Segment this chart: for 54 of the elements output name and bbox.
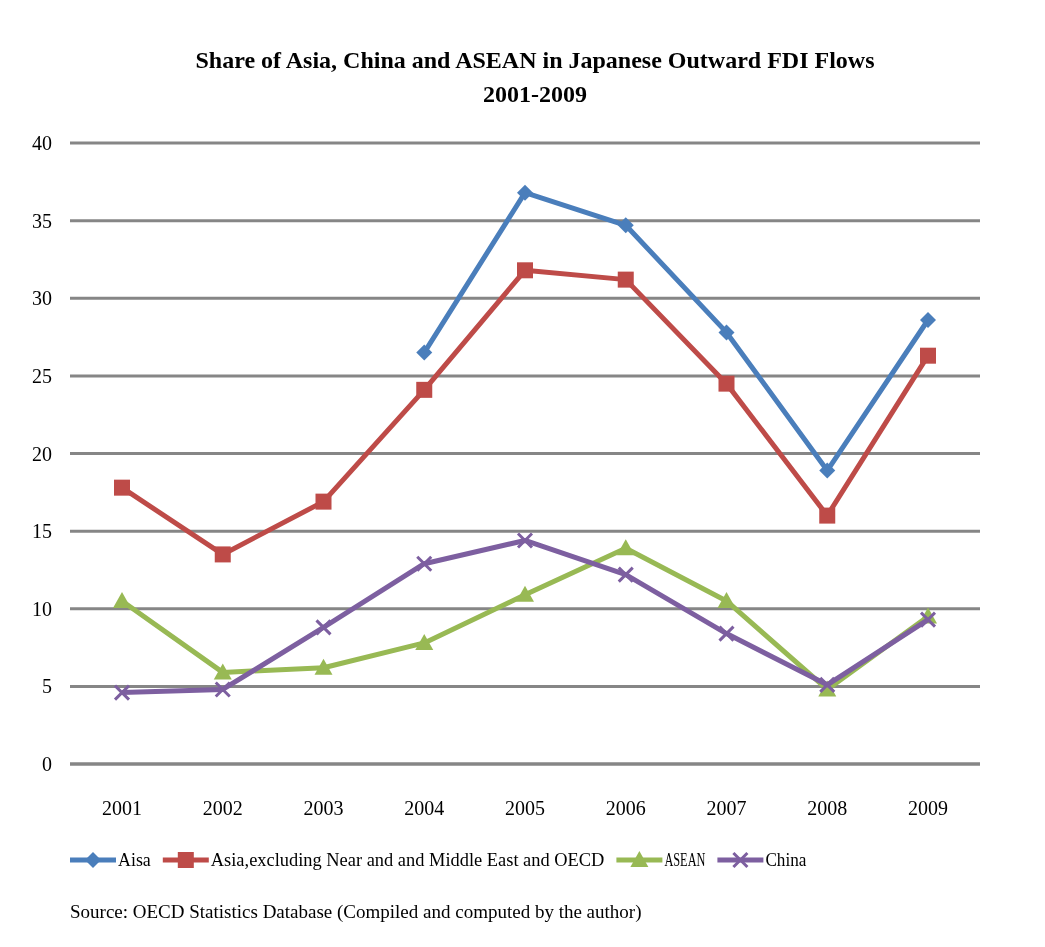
y-tick-label: 15 <box>32 520 52 543</box>
source-note: Source: OECD Statistics Database (Compiled and computed by the author) <box>70 901 642 923</box>
point <box>819 462 836 479</box>
point <box>214 680 232 698</box>
point <box>416 381 433 398</box>
y-tick-label: 35 <box>32 209 52 232</box>
chart-title: Share of Asia, China and ASEAN in Japanese Outward FDI Flows 2001-2009 <box>195 47 875 107</box>
y-tick-label: 20 <box>32 442 52 465</box>
point <box>416 344 433 361</box>
x-tick-label: 2008 <box>807 797 848 819</box>
point <box>213 663 232 680</box>
y-tick-label: 10 <box>32 597 52 620</box>
point <box>415 633 434 650</box>
legend-label: Aisa <box>118 849 153 870</box>
point <box>617 217 634 234</box>
point <box>314 658 333 675</box>
legend-label: ASEAN <box>664 849 728 870</box>
point <box>516 531 534 549</box>
point <box>315 618 332 636</box>
point <box>415 555 433 573</box>
x-tick-label: 2006 <box>605 797 646 819</box>
legend-label: China <box>765 849 811 870</box>
x-tick-label: 2009 <box>908 797 948 819</box>
point <box>616 539 635 556</box>
point <box>517 184 533 201</box>
point <box>214 546 231 563</box>
point <box>114 479 130 496</box>
x-tick-label: 2003 <box>303 797 344 819</box>
x-tick-label: 2007 <box>706 797 747 819</box>
point <box>617 566 635 584</box>
point <box>920 347 936 364</box>
point <box>517 262 533 279</box>
y-tick-label: 0 <box>42 753 52 775</box>
point <box>920 311 936 328</box>
point <box>717 591 736 608</box>
point <box>718 375 735 392</box>
legend-label: Asia,excluding Near and and Middle East and OECD <box>210 849 618 870</box>
y-tick-label: 40 <box>32 132 52 154</box>
y-tick-label: 30 <box>32 287 52 310</box>
point <box>919 611 937 629</box>
x-tick-label: 2005 <box>505 797 545 819</box>
point <box>818 676 836 694</box>
point <box>315 493 332 510</box>
x-tick-label: 2002 <box>202 797 243 819</box>
point <box>718 625 735 643</box>
x-tick-label: 2004 <box>404 797 445 819</box>
x-tick-label: 2001 <box>102 797 142 819</box>
y-tick-label: 25 <box>32 364 52 387</box>
y-tick-label: 5 <box>42 675 52 698</box>
point <box>617 271 634 288</box>
point <box>718 324 735 341</box>
point <box>516 585 534 602</box>
point <box>113 684 131 702</box>
point <box>819 507 836 524</box>
